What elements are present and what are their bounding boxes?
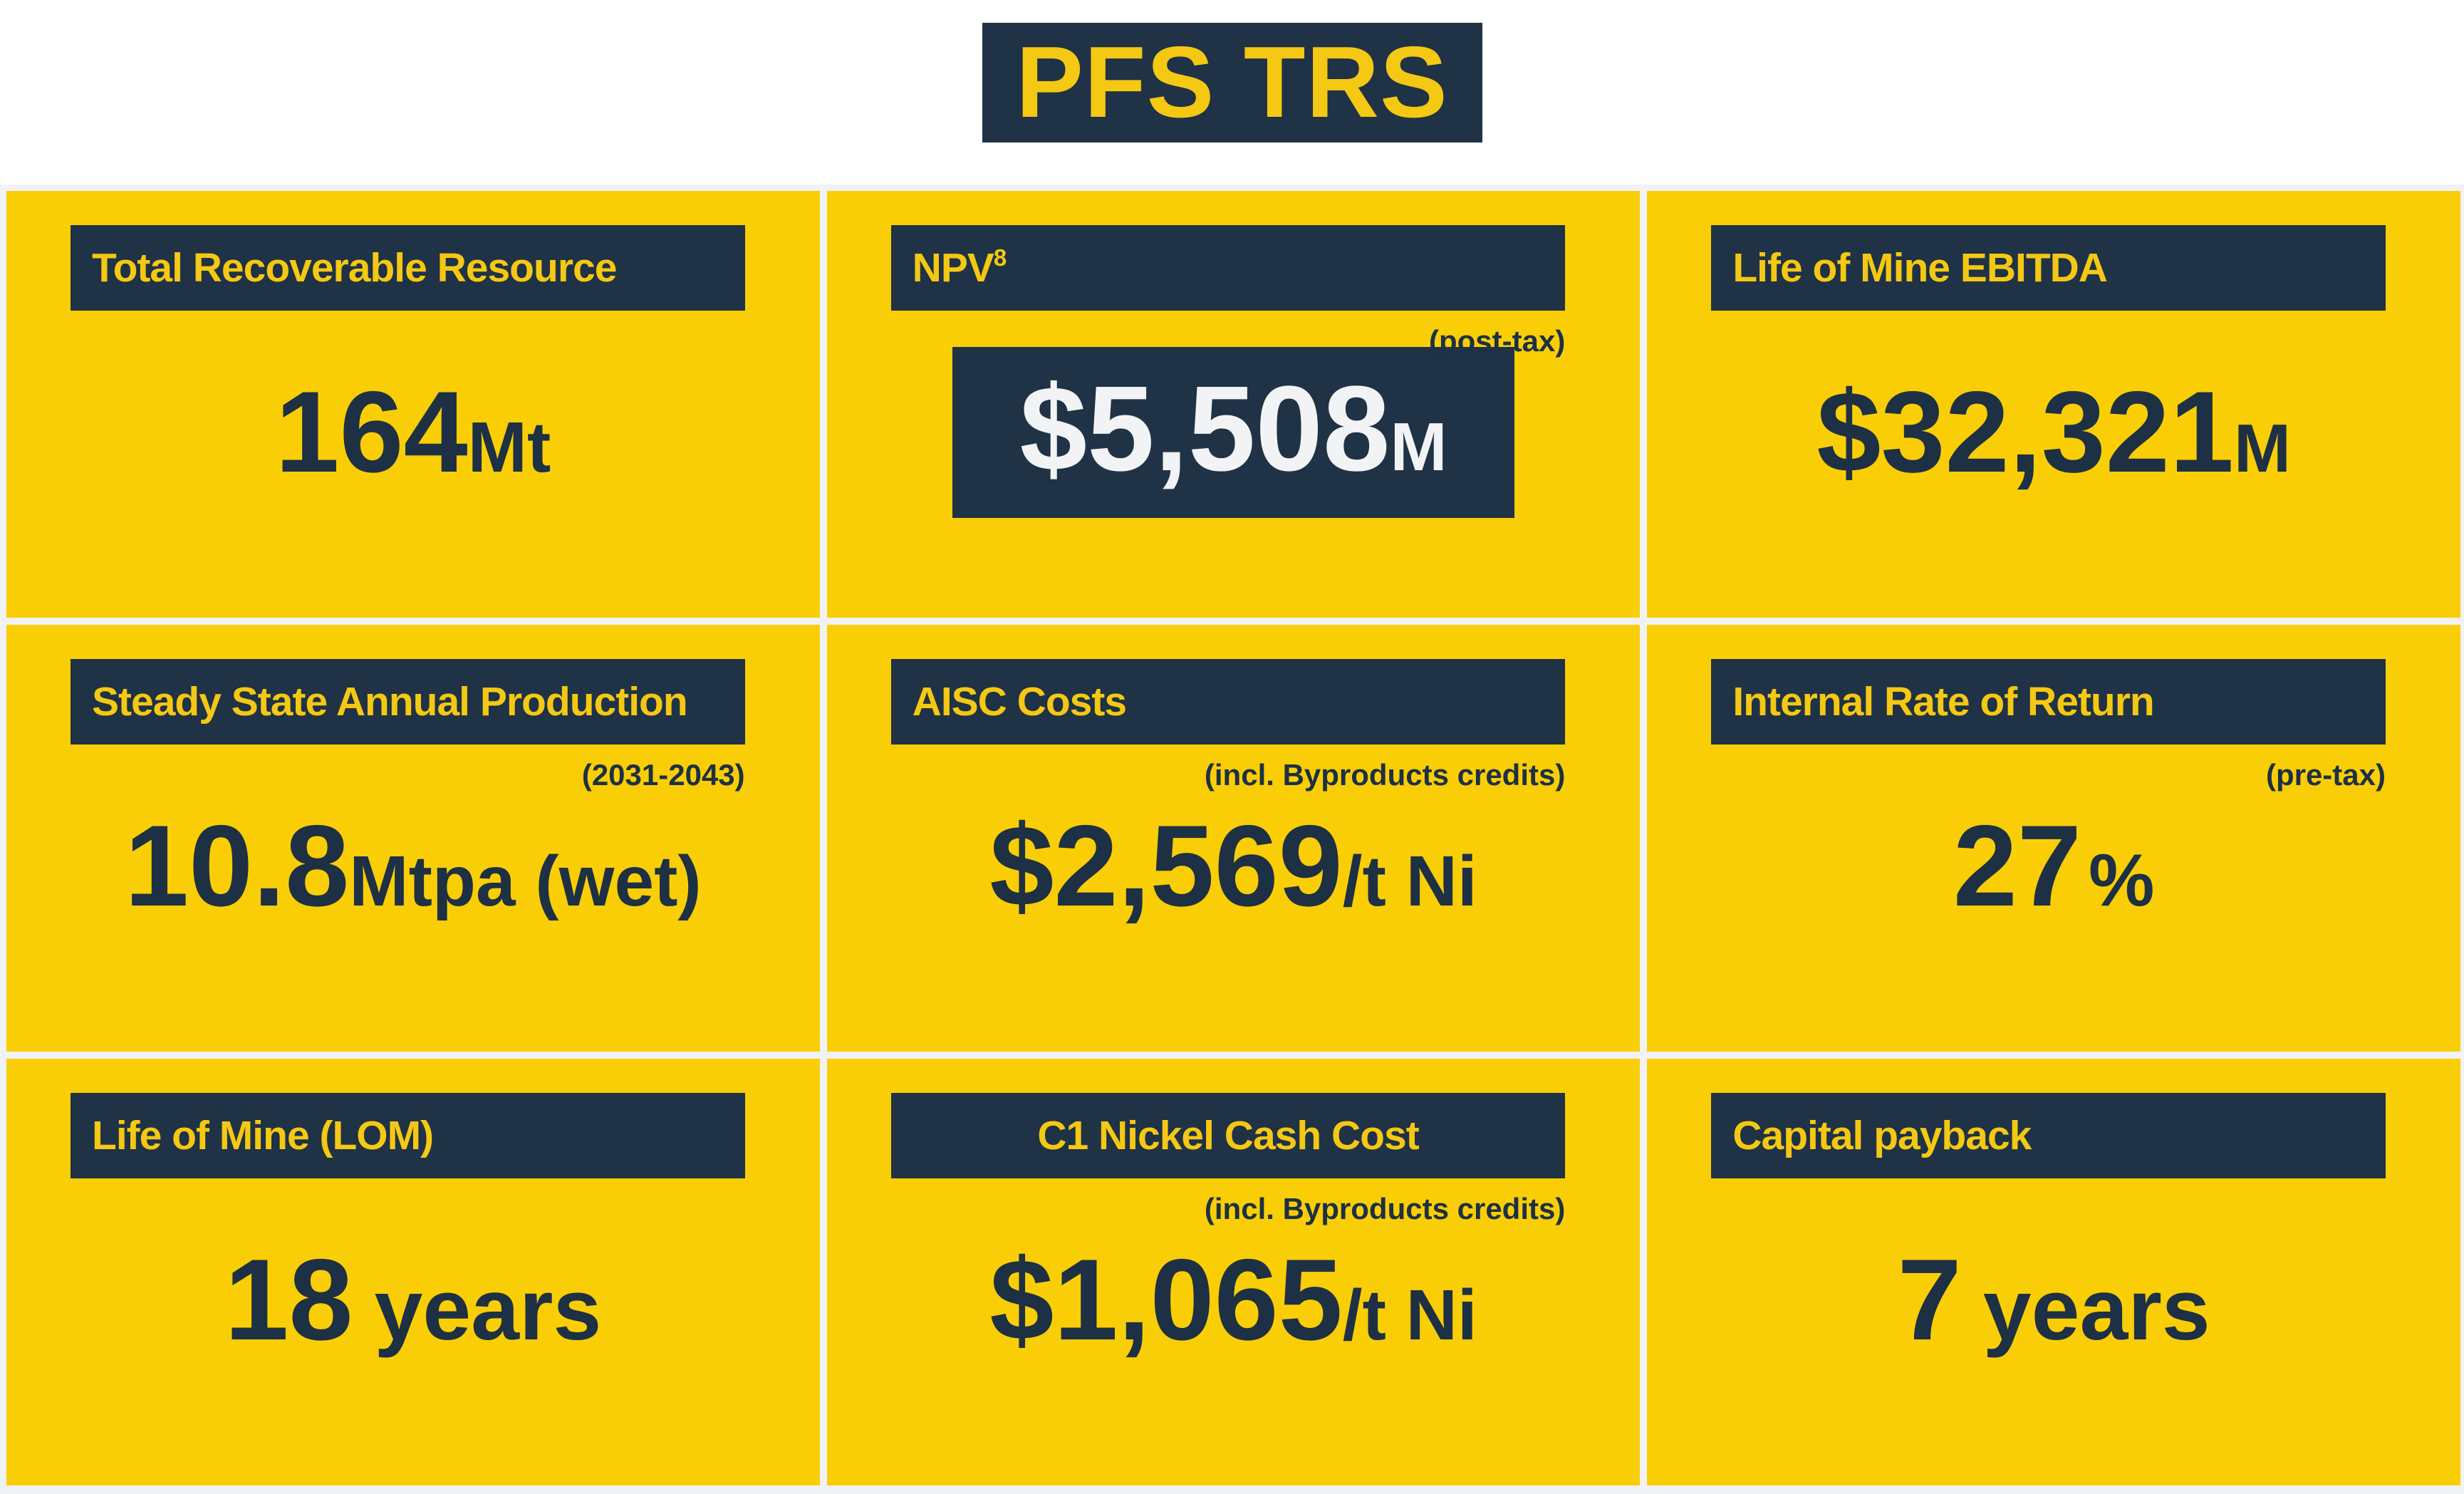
metric-header-label: Capital payback [1732,1112,2032,1158]
page-title: PFS TRS [1016,26,1448,139]
metric-number: $1,065 [989,1235,1343,1364]
metric-number: 18 [224,1235,353,1364]
metric-header-bar: Life of Mine (LOM) [71,1093,745,1178]
metric-number: 27 [1953,801,2082,930]
metric-number: 10.8 [124,801,350,930]
metric-header-bar: C1 Nickel Cash Cost [890,1093,1566,1178]
card-steady-state-annual-production: Steady State Annual Production (2031-204… [6,625,820,1052]
card-internal-rate-of-return: Internal Rate of Return (pre-tax) 27% [1647,625,2460,1052]
title-banner: PFS TRS [982,23,1482,142]
metric-unit: % [2089,839,2155,922]
metric-header-label: Steady State Annual Production [92,678,688,725]
metric-value: $1,065/t Ni [989,1242,1477,1358]
metric-header-label: Life of Mine EBITDA [1732,244,2108,291]
card-aisc-costs: AISC Costs (incl. Byproducts credits) $2… [826,625,1641,1052]
metric-value-area: $5,508M [827,311,1641,618]
metric-subtext: (post-tax) [1429,324,1566,358]
metric-header-label: Total Recoverable Resource [92,244,617,291]
metric-grid: Total Recoverable Resource 164Mt NPV8 (p… [0,185,2464,1494]
card-capital-payback: Capital payback 7 years [1647,1059,2460,1485]
metric-header-label: Life of Mine (LOM) [92,1112,434,1158]
metric-value: 18 years [224,1242,602,1358]
metric-value: $32,321M [1816,374,2291,490]
metric-value-area: 164Mt [6,311,820,618]
metric-header-label: C1 Nickel Cash Cost [1037,1112,1419,1158]
metric-unit: years [374,1260,602,1358]
card-life-of-mine-lom: Life of Mine (LOM) 18 years [6,1059,820,1485]
metric-value: 10.8Mtpa (wet) [125,808,702,924]
metric-header-bar: Internal Rate of Return [1711,659,2386,745]
metric-value: 27% [1953,808,2155,924]
metric-header-bar: Steady State Annual Production [71,659,745,745]
metric-unit: Mt [467,407,551,487]
metric-unit: /t Ni [1342,841,1477,921]
metric-number: $2,569 [989,801,1343,930]
metric-value-area: $1,065/t Ni [827,1178,1641,1485]
metric-number: 164 [275,367,468,497]
metric-value-area: 7 years [1647,1178,2460,1485]
card-life-of-mine-ebitda: Life of Mine EBITDA $32,321M [1647,191,2460,618]
metric-number: 7 [1897,1235,1962,1364]
metric-header-bar: Total Recoverable Resource [71,225,745,311]
metric-value-area: 18 years [6,1178,820,1485]
metric-value: 7 years [1898,1242,2210,1358]
metric-value: $2,569/t Ni [989,808,1477,924]
metric-header-superscript: 8 [993,244,1007,271]
card-npv8: NPV8 (post-tax) $5,508M [826,191,1641,618]
metric-header-bar: NPV8 [890,225,1566,311]
card-total-recoverable-resource: Total Recoverable Resource 164Mt [6,191,820,618]
metric-value: 164Mt [275,374,551,490]
metric-unit: Mtpa (wet) [349,841,702,921]
metric-header-label: NPV8 [912,244,1007,291]
card-c1-nickel-cash-cost: C1 Nickel Cash Cost (incl. Byproducts cr… [826,1059,1641,1485]
metric-unit: years [1982,1260,2210,1358]
metric-header-bar: Life of Mine EBITDA [1711,225,2386,311]
metric-header-label: Internal Rate of Return [1732,678,2154,725]
metric-subtext: (incl. Byproducts credits) [1204,758,1566,792]
metric-value-area: 27% [1647,745,2460,1052]
metric-number: $5,508 [1019,360,1390,497]
metric-header-text: NPV [912,244,994,291]
metric-unit: /t Ni [1342,1275,1477,1355]
metric-header-label: AISC Costs [912,678,1127,725]
metric-unit: M [1390,408,1447,485]
metric-number: $32,321 [1816,367,2234,497]
metric-header-bar: AISC Costs [890,659,1566,745]
metric-value-box: $5,508M [952,346,1515,518]
metric-value-area: $2,569/t Ni [827,745,1641,1052]
metric-subtext: (incl. Byproducts credits) [1204,1192,1566,1225]
metric-subtext: (pre-tax) [2265,758,2386,792]
metric-value-area: 10.8Mtpa (wet) [6,745,820,1052]
metric-header-bar: Capital payback [1711,1093,2386,1178]
metric-subtext: (2031-2043) [581,758,745,792]
metric-value-area: $32,321M [1647,311,2460,618]
metric-unit: M [2233,410,2291,487]
